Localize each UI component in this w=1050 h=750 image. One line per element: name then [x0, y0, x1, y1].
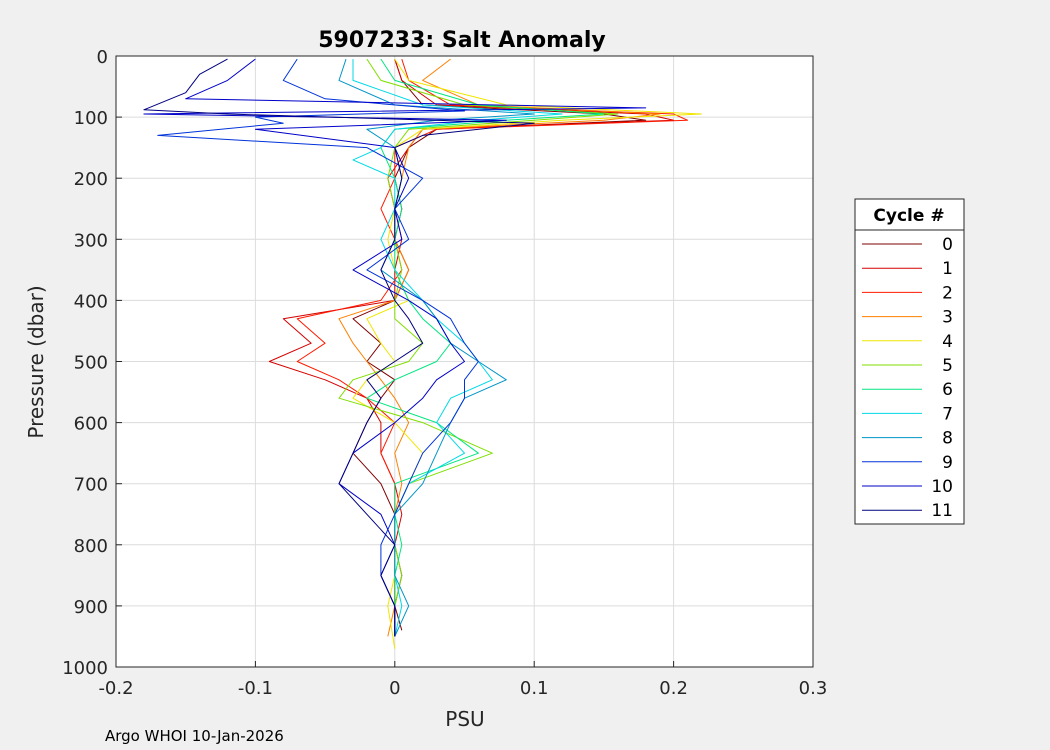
x-tick-label: 0.1 [520, 678, 549, 699]
legend-label-cycle-10: 10 [931, 477, 953, 497]
legend-label-cycle-7: 7 [942, 404, 953, 424]
footer-credit: Argo WHOI 10-Jan-2026 [105, 727, 284, 745]
legend-label-cycle-6: 6 [942, 380, 953, 400]
legend-title: Cycle # [873, 206, 944, 226]
x-tick-label: -0.1 [238, 678, 273, 699]
legend-label-cycle-3: 3 [942, 308, 953, 328]
x-tick-label: 0 [389, 678, 400, 699]
y-tick-label: 200 [74, 169, 108, 190]
y-tick-label: 100 [74, 108, 108, 129]
series-line-cycle-9 [157, 58, 479, 637]
legend-label-cycle-2: 2 [942, 283, 953, 303]
y-tick-label: 800 [74, 536, 108, 557]
x-axis-label: PSU [445, 707, 484, 731]
legend-label-cycle-5: 5 [942, 356, 953, 376]
y-tick-label: 500 [74, 353, 108, 374]
legend-label-cycle-8: 8 [942, 429, 953, 449]
legend-label-cycle-9: 9 [942, 453, 953, 473]
series-line-cycle-10 [143, 58, 647, 637]
legend-label-cycle-4: 4 [942, 332, 953, 352]
y-tick-label: 0 [97, 47, 108, 68]
x-tick-label: -0.2 [98, 678, 133, 699]
y-tick-label: 700 [74, 475, 108, 496]
y-tick-label: 900 [74, 597, 108, 618]
legend: Cycle # 0 1 2 3 4 5 6 7 8 9 10 11 [854, 198, 965, 525]
chart-title: 5907233: Salt Anomaly [318, 28, 605, 53]
y-tick-label: 400 [74, 291, 108, 312]
x-tick-label: 0.3 [799, 678, 828, 699]
y-axis-label: Pressure (dbar) [24, 285, 48, 438]
legend-box [854, 198, 965, 525]
x-tick-label: 0.2 [659, 678, 688, 699]
legend-label-cycle-1: 1 [942, 259, 953, 279]
y-tick-label: 600 [74, 414, 108, 435]
legend-label-cycle-11: 11 [931, 501, 953, 521]
axis-ticks: -0.2 -0.1 0 0.1 0.2 0.3 0 100 200 300 400 500 600 700… [62, 47, 827, 699]
legend-label-cycle-0: 0 [942, 235, 953, 255]
series-lines [143, 58, 702, 649]
y-tick-label: 300 [74, 230, 108, 251]
series-line-cycle-1 [268, 58, 675, 637]
series-line-cycle-11 [143, 58, 535, 637]
y-tick-label: 1000 [62, 658, 108, 679]
